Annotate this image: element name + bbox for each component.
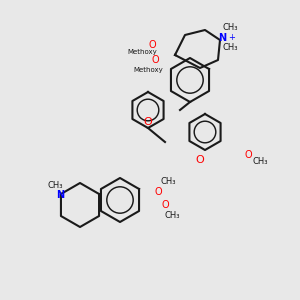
Text: CH₃: CH₃ xyxy=(164,211,180,220)
Text: O: O xyxy=(161,200,169,210)
Text: CH₃: CH₃ xyxy=(222,44,238,52)
Text: Methoxy: Methoxy xyxy=(133,67,163,73)
Text: O: O xyxy=(154,187,162,197)
Text: Methoxy: Methoxy xyxy=(127,49,157,55)
Text: +: + xyxy=(229,34,236,43)
Text: O: O xyxy=(244,150,252,160)
Text: O: O xyxy=(148,40,156,50)
Text: O: O xyxy=(151,55,159,65)
Text: N: N xyxy=(56,190,64,200)
Text: CH₃: CH₃ xyxy=(222,23,238,32)
Text: N: N xyxy=(218,33,226,43)
Text: CH₃: CH₃ xyxy=(252,158,268,166)
Text: O: O xyxy=(196,155,204,165)
Text: CH₃: CH₃ xyxy=(47,181,63,190)
Text: O: O xyxy=(144,117,152,127)
Text: CH₃: CH₃ xyxy=(160,178,176,187)
